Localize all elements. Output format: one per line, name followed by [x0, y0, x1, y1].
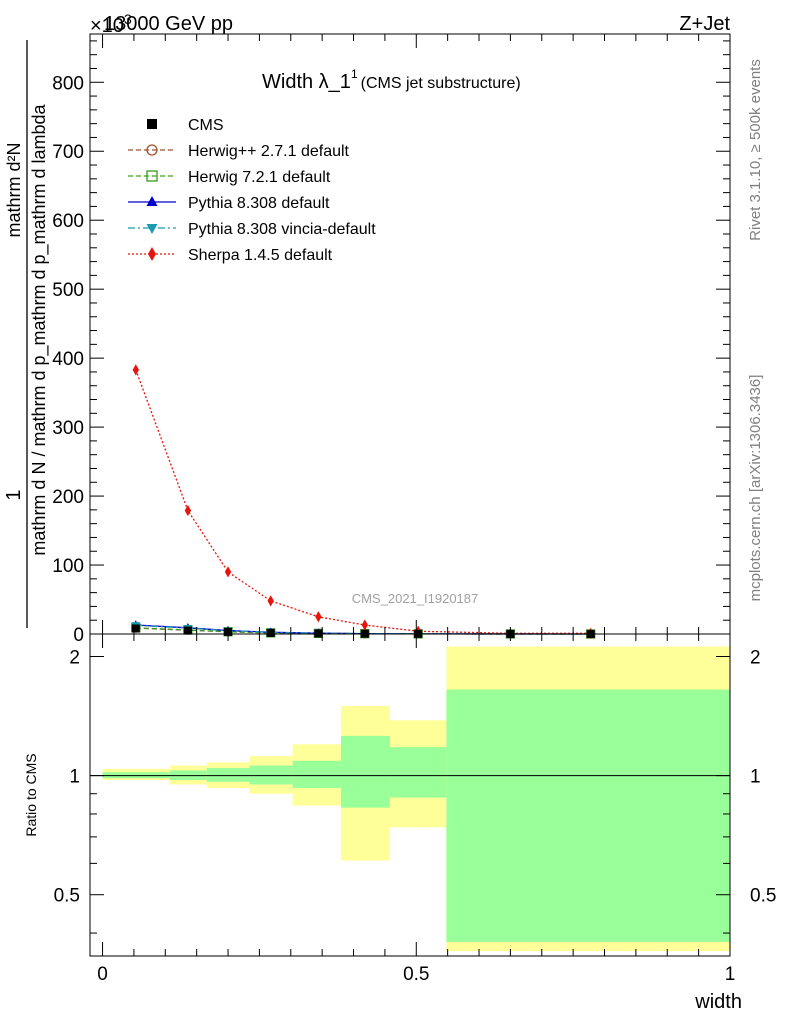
data-point [314, 629, 323, 638]
ratio-panel: 0.5 0.51 12 2 0 0.5 1 Ratio to CMS width [23, 633, 776, 1013]
ratio-y-tick-label-right: 2 [750, 648, 761, 669]
ratio-stat-band [206, 768, 250, 782]
main-x-ticks [102, 34, 731, 634]
ratio-y-label: Ratio to CMS [23, 753, 39, 836]
ratio-y-tick-label-right: 1 [750, 767, 761, 788]
legend-label: Sherpa 1.4.5 default [188, 247, 333, 264]
y-tick-label: 700 [52, 142, 84, 163]
ratio-stat-band [249, 765, 293, 785]
legend-label: CMS [188, 117, 224, 134]
exponent-label: ×103 [90, 11, 132, 37]
y-axis-label: 1 mathrm d N / mathrm d p_mathrm d p_mat… [3, 40, 50, 628]
legend: CMS Herwig++ 2.7.1 default Herwig 7.2.1 de… [128, 117, 376, 264]
ratio-y-tick-label: 1 [69, 767, 80, 788]
legend-marker [146, 224, 158, 234]
rivet-version: Rivet 3.1.10, ≥ 500k events [747, 59, 764, 241]
x-axis-label: width [694, 991, 742, 1013]
mcplots-reference: mcplots.cern.ch [arXiv:1306.3436] [747, 375, 764, 602]
ratio-y-tick-label: 2 [69, 648, 80, 669]
y-tick-label: 400 [52, 349, 84, 370]
data-point [361, 619, 369, 631]
plot-title: Width λ_11(CMS jet substructure) [262, 67, 521, 93]
data-point [315, 611, 322, 623]
legend-marker [146, 196, 158, 206]
ratio-frame [89, 633, 731, 957]
y-tick-label: 100 [52, 556, 84, 577]
legend-entry: CMS [147, 117, 224, 134]
legend-marker [147, 119, 157, 129]
y-tick-label: 200 [52, 487, 84, 508]
legend-entry: Herwig 7.2.1 default [128, 169, 331, 186]
legend-label: Herwig++ 2.7.1 default [188, 143, 350, 160]
x-tick-label: 0 [97, 964, 108, 985]
legend-entry: Sherpa 1.4.5 default [128, 247, 333, 264]
energy-label: 13000 GeV pp [104, 13, 233, 35]
ratio-y-axis: 0.5 0.5 1 1 2 2 [54, 648, 776, 934]
legend-label: Herwig 7.2.1 default [188, 169, 331, 186]
main-frame [89, 33, 731, 635]
ratio-stat-band [292, 760, 341, 789]
series-line [135, 627, 591, 635]
y-tick-label: 300 [52, 418, 84, 439]
data-point [224, 566, 232, 578]
data-point [183, 626, 192, 635]
legend-label: Pythia 8.308 default [188, 195, 330, 212]
legend-label: Pythia 8.308 vincia-default [188, 221, 376, 238]
data-point [131, 624, 140, 633]
legend-entry: Herwig++ 2.7.1 default [128, 143, 350, 160]
data-point [184, 504, 192, 517]
legend-marker [148, 247, 156, 261]
data-point [266, 628, 275, 637]
process-label: Z+Jet [679, 13, 730, 35]
ratio-stat-band [340, 735, 390, 808]
ratio-bands [102, 646, 730, 952]
x-tick-label: 0.5 [403, 964, 429, 985]
ratio-x-axis: 0 0.5 1 [97, 634, 735, 985]
y-tick-label: 800 [52, 73, 84, 94]
legend-marker [146, 170, 158, 182]
ratio-y-tick-label-right: 0.5 [750, 886, 776, 907]
ratio-stat-band [389, 747, 447, 798]
main-y-axis: 0 100 200 300 400 500 600 700 800 [52, 40, 730, 646]
y-tick-label: 500 [52, 280, 84, 301]
y-tick-label: 600 [52, 211, 84, 232]
y-label-numerator: 1 [3, 489, 25, 500]
data-point [267, 595, 274, 607]
ratio-y-tick-label: 0.5 [54, 886, 80, 907]
x-tick-label: 1 [725, 964, 736, 985]
ratio-stat-band [446, 689, 730, 942]
y-label-upper: mathrm d²N [4, 142, 24, 237]
y-tick-label: 0 [73, 625, 84, 646]
legend-entry: Pythia 8.308 vincia-default [128, 221, 376, 238]
data-point [132, 364, 140, 376]
legend-entry: Pythia 8.308 default [128, 195, 330, 212]
legend-marker [146, 144, 158, 156]
watermark: CMS_2021_I1920187 [352, 591, 479, 606]
main-panel: 0 100 200 300 400 500 600 700 800 CMS_2021_I1920… [3, 33, 731, 646]
y-label-denominator: mathrm d N / mathrm d p_mathrm d p_mathr… [29, 103, 50, 555]
